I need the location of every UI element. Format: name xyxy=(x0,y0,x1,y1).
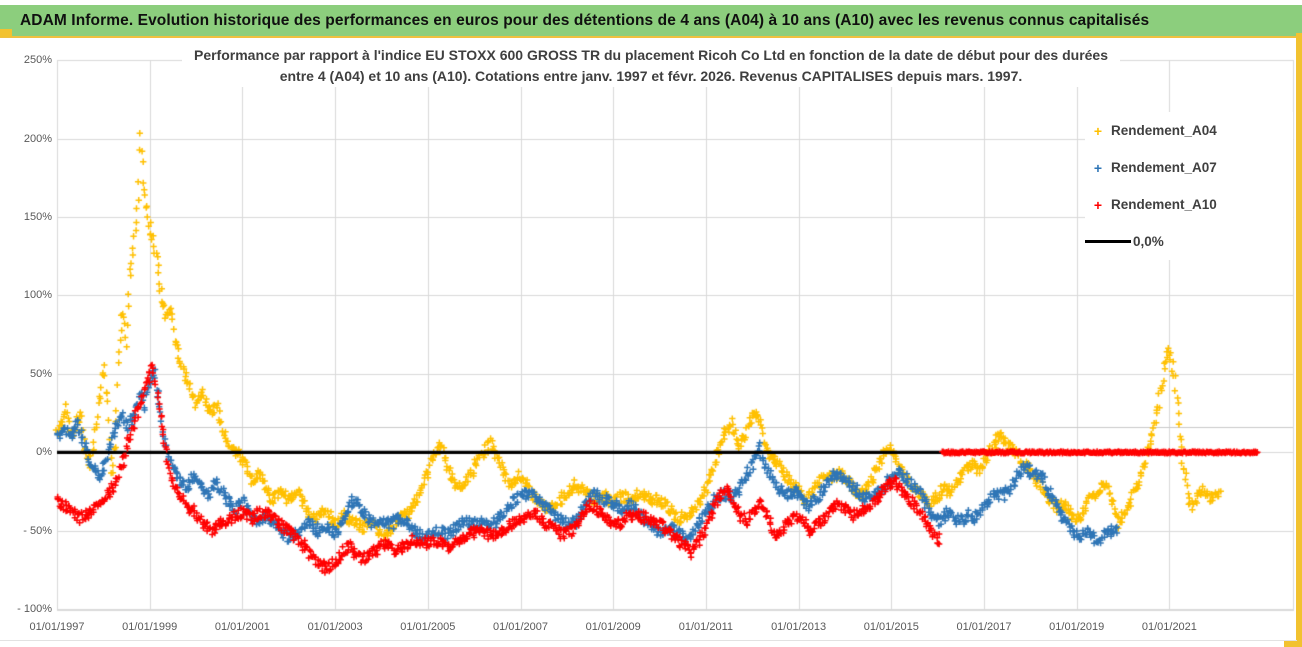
y-tick-label: 150% xyxy=(23,210,52,223)
x-tick-label: 01/01/2009 xyxy=(585,621,641,633)
x-tick-label: 01/01/2001 xyxy=(214,621,270,633)
legend-label: 0,0% xyxy=(1133,234,1164,249)
legend-item-rendement-a07[interactable]: + Rendement_A07 xyxy=(1085,149,1293,186)
y-tick-label: - 100% xyxy=(17,603,52,616)
plus-marker-icon: + xyxy=(1093,122,1103,139)
legend-item-rendement-a10[interactable]: + Rendement_A10 xyxy=(1085,186,1293,223)
chart-legend[interactable]: + Rendement_A04 + Rendement_A07 + Rendement_A… xyxy=(1085,112,1293,260)
x-tick-label: 01/01/2013 xyxy=(771,621,827,633)
y-tick-label: 50% xyxy=(29,367,52,380)
y-tick-label: 250% xyxy=(23,54,52,67)
legend-label: Rendement_A04 xyxy=(1111,123,1217,138)
x-tick-label: 01/01/2015 xyxy=(863,621,919,633)
gold-right-border xyxy=(1296,33,1302,647)
x-tick-label: 01/01/1999 xyxy=(122,621,178,633)
chart-title-line1: Performance par rapport à l'indice EU ST… xyxy=(193,47,1109,63)
legend-label: Rendement_A10 xyxy=(1111,197,1217,212)
gold-bottom-corner xyxy=(1284,641,1302,647)
plus-marker-icon: + xyxy=(1093,159,1103,176)
plus-marker-icon: + xyxy=(1093,196,1103,213)
y-tick-label: 100% xyxy=(23,289,52,302)
report-title-bar: ADAM Informe. Evolution historique des p… xyxy=(0,5,1302,36)
gold-corner-stub xyxy=(0,29,12,37)
x-tick-label: 01/01/2003 xyxy=(307,621,363,633)
y-tick-label: 0% xyxy=(36,446,52,459)
chart-title: Performance par rapport à l'indice EU ST… xyxy=(181,45,1121,87)
gold-underline xyxy=(0,36,1302,38)
x-tick-label: 01/01/2019 xyxy=(1049,621,1105,633)
x-tick-label: 01/01/2021 xyxy=(1141,621,1197,633)
legend-label: Rendement_A07 xyxy=(1111,160,1217,175)
x-tick-label: 01/01/2005 xyxy=(400,621,456,633)
y-tick-label: - 50% xyxy=(23,524,52,537)
chart-bottom-border xyxy=(0,640,1297,641)
report-title: ADAM Informe. Evolution historique des p… xyxy=(20,12,1150,29)
chart-title-line2: entre 4 (A04) et 10 ans (A10). Cotations… xyxy=(279,68,1023,84)
legend-item-rendement-a04[interactable]: + Rendement_A04 xyxy=(1085,112,1293,149)
y-tick-label: 200% xyxy=(23,132,52,145)
legend-item-0-0-[interactable]: 0,0% xyxy=(1085,223,1293,260)
x-tick-label: 01/01/2011 xyxy=(678,621,734,633)
x-tick-label: 01/01/2017 xyxy=(956,621,1012,633)
x-tick-label: 01/01/2007 xyxy=(492,621,549,633)
x-tick-label: 01/01/1997 xyxy=(29,621,85,633)
line-marker-icon xyxy=(1085,240,1131,243)
